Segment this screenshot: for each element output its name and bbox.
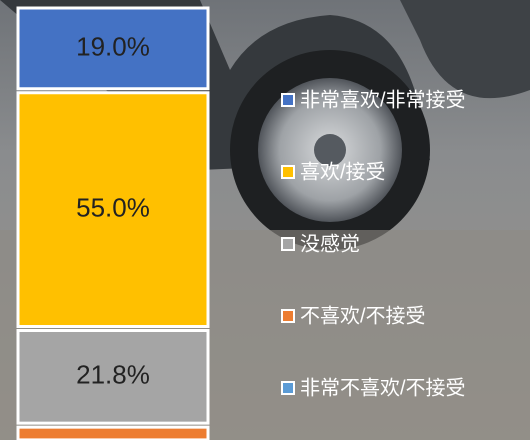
data-label: 55.0%: [76, 193, 150, 223]
legend-label: 非常喜欢/非常接受: [300, 88, 466, 111]
data-label: 19.0%: [76, 31, 150, 61]
bar-segment: [16, 329, 210, 425]
legend-label: 不喜欢/不接受: [300, 304, 426, 327]
legend-label: 喜欢/接受: [300, 160, 386, 183]
legend-swatch: [281, 309, 295, 323]
legend-swatch: [281, 165, 295, 179]
legend-swatch: [281, 93, 295, 107]
bar-segment: [16, 425, 210, 440]
bar-segment: [16, 91, 210, 328]
data-label: 21.8%: [76, 360, 150, 390]
bar-group: 19.0% 55.0% 21.8%: [16, 6, 210, 440]
legend-swatch: [281, 381, 295, 395]
legend-swatch: [281, 237, 295, 251]
legend-label: 非常不喜欢/不接受: [300, 376, 466, 399]
legend-label: 没感觉: [300, 232, 360, 255]
bar-segment: [16, 6, 210, 91]
